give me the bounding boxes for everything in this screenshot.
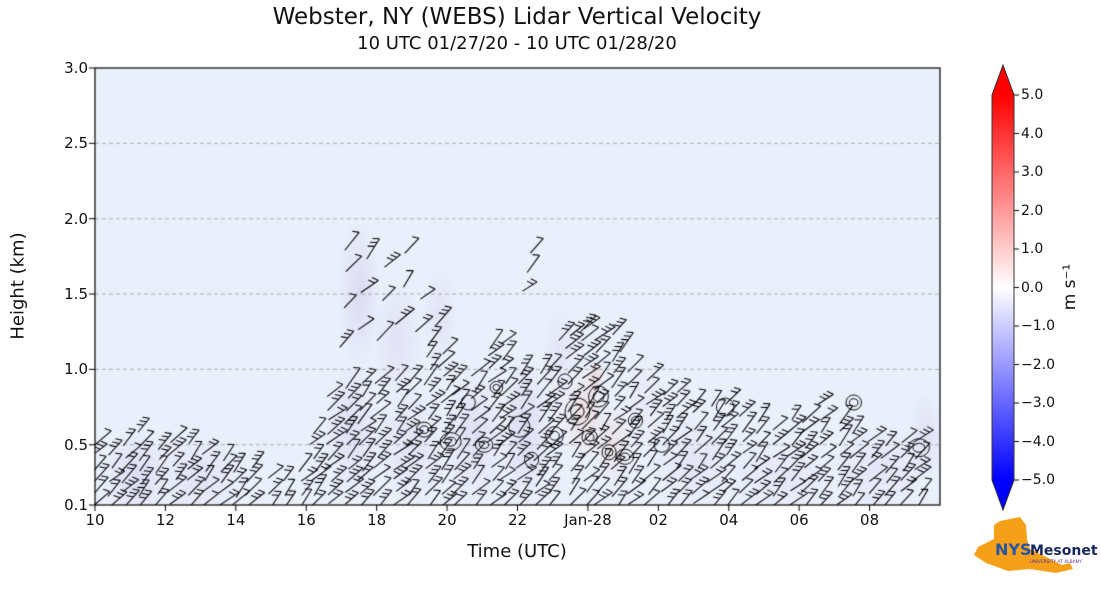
colorbar-tick-label: 0.0 [1021,279,1044,296]
x-tick-label: 08 [860,511,880,529]
x-axis-label: Time (UTC) [467,541,567,562]
x-tick-label: 20 [437,511,457,529]
x-tick-label: 18 [367,511,387,529]
colorbar-tick-label: −2.0 [1021,356,1055,373]
colorbar-label: m s⁻¹ [1060,263,1080,311]
x-tick-label: 22 [507,511,528,529]
nys-mesonet-logo: NYS Mesonet UNIVERSITY AT ALBANY [974,517,1098,573]
chart-title: Webster, NY (WEBS) Lidar Vertical Veloci… [272,4,762,30]
y-tick-label: 2.5 [64,134,88,153]
logo-mesonet-text: Mesonet [1030,543,1098,559]
x-tick-label: 12 [155,511,175,529]
x-tick-label: Jan-28 [564,511,612,529]
x-tick-label: 16 [296,511,316,529]
y-tick-label: 0.1 [64,496,88,514]
colorbar-tick-label: −5.0 [1021,472,1055,488]
colorbar [991,63,1015,512]
y-tick-label: 3.0 [64,59,88,77]
colorbar-gradient-bar [991,63,1015,512]
colorbar-tick-label: −1.0 [1021,318,1055,334]
y-tick-label: 0.5 [64,435,88,454]
y-tick-label: 2.0 [64,209,88,228]
colorbar-tick-label: 3.0 [1021,164,1044,180]
x-tick-label: 10 [85,511,105,529]
y-axis-label: Height (km) [7,232,29,340]
colorbar-tick-label: −3.0 [1021,395,1055,411]
x-tick-label: 04 [719,511,739,529]
x-tick-label: 02 [648,511,668,529]
logo-nys-text: NYS [995,540,1032,559]
x-tick-label: 06 [789,511,809,529]
colorbar-tick-label: 2.0 [1021,202,1044,219]
y-tick-label: 1.5 [64,285,88,304]
y-tick-label: 1.0 [64,360,88,379]
logo-subtext: UNIVERSITY AT ALBANY [1030,559,1082,565]
colorbar-tick-label: 5.0 [1021,87,1044,103]
chart-subtitle: 10 UTC 01/27/20 - 10 UTC 01/28/20 [357,33,677,54]
ny-state-shape [974,517,1073,573]
colorbar-tick-label: 1.0 [1021,241,1044,257]
colorbar-tick-label: −4.0 [1021,433,1055,450]
x-tick-label: 14 [226,511,246,529]
colorbar-tick-label: 4.0 [1021,125,1044,142]
